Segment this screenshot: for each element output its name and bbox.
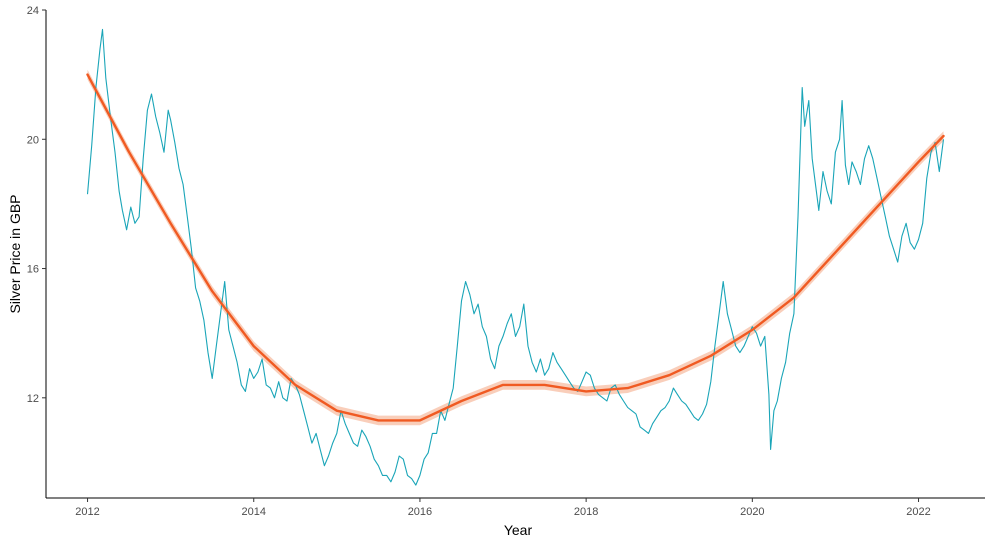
x-tick-label: 2018 — [574, 506, 598, 518]
price-line-layer — [86, 28, 945, 486]
y-tick-label: 20 — [27, 134, 39, 146]
smooth-line-layer — [86, 73, 945, 422]
x-axis-title: Year — [504, 522, 533, 538]
x-tick-label: 2020 — [740, 506, 764, 518]
silver-price-line — [86, 28, 945, 486]
axes — [45, 10, 985, 499]
x-tick-label: 2016 — [408, 506, 432, 518]
y-tick-label: 16 — [27, 264, 39, 276]
y-axis-title: Silver Price in GBP — [7, 194, 23, 313]
x-tick-label: 2012 — [75, 506, 99, 518]
y-tick-label: 12 — [27, 393, 39, 405]
smooth-trend-line — [86, 73, 945, 422]
x-ticks: 2012 2014 2016 2018 2020 2022 — [75, 498, 931, 518]
y-tick-label: 24 — [27, 5, 39, 17]
y-ticks: 12 16 20 24 — [27, 5, 46, 405]
x-tick-label: 2014 — [242, 506, 266, 518]
x-tick-label: 2022 — [906, 506, 930, 518]
